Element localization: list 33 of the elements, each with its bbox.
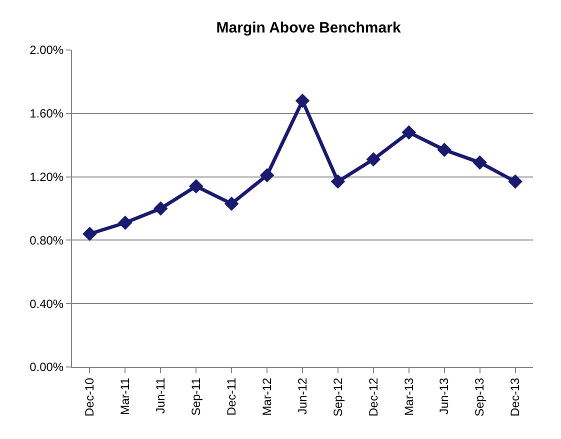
point	[118, 216, 132, 230]
point	[154, 201, 168, 216]
point	[437, 142, 452, 157]
y-tick-label: 0.00%	[30, 360, 64, 374]
x-tick-label: Jun-11	[154, 377, 168, 414]
point	[224, 196, 239, 211]
point	[260, 168, 274, 182]
x-tick-label: Dec-12	[366, 377, 380, 416]
y-tick-label: 0.40%	[30, 296, 64, 311]
point	[366, 152, 381, 167]
chart-title: Margin Above Benchmark	[216, 19, 402, 36]
y-tick-label: 1.20%	[30, 170, 64, 184]
point	[402, 125, 416, 140]
x-tick-label: Jun-13	[437, 377, 452, 415]
point	[295, 94, 310, 108]
x-tick-label: Sep-11	[189, 377, 204, 416]
x-tick-label: Mar-11	[118, 377, 132, 415]
x-tick-label: Dec-11	[224, 377, 238, 416]
point	[508, 174, 522, 189]
x-tick-label: Jun-12	[295, 377, 310, 415]
point	[82, 226, 97, 242]
y-tick-label: 1.60%	[30, 106, 64, 121]
point	[330, 174, 346, 189]
x-tick-label: Mar-13	[402, 377, 416, 416]
y-tick-label: 2.00%	[30, 43, 64, 58]
x-tick-label: Mar-12	[260, 377, 274, 416]
x-tick-label: Sep-12	[330, 377, 345, 417]
x-tick-label: Dec-13	[508, 377, 522, 416]
y-tick-label: 0.80%	[30, 233, 64, 248]
x-tick-label: Dec-10	[82, 377, 97, 416]
point	[472, 155, 487, 170]
point	[188, 179, 204, 194]
x-tick-label: Sep-13	[472, 377, 487, 417]
